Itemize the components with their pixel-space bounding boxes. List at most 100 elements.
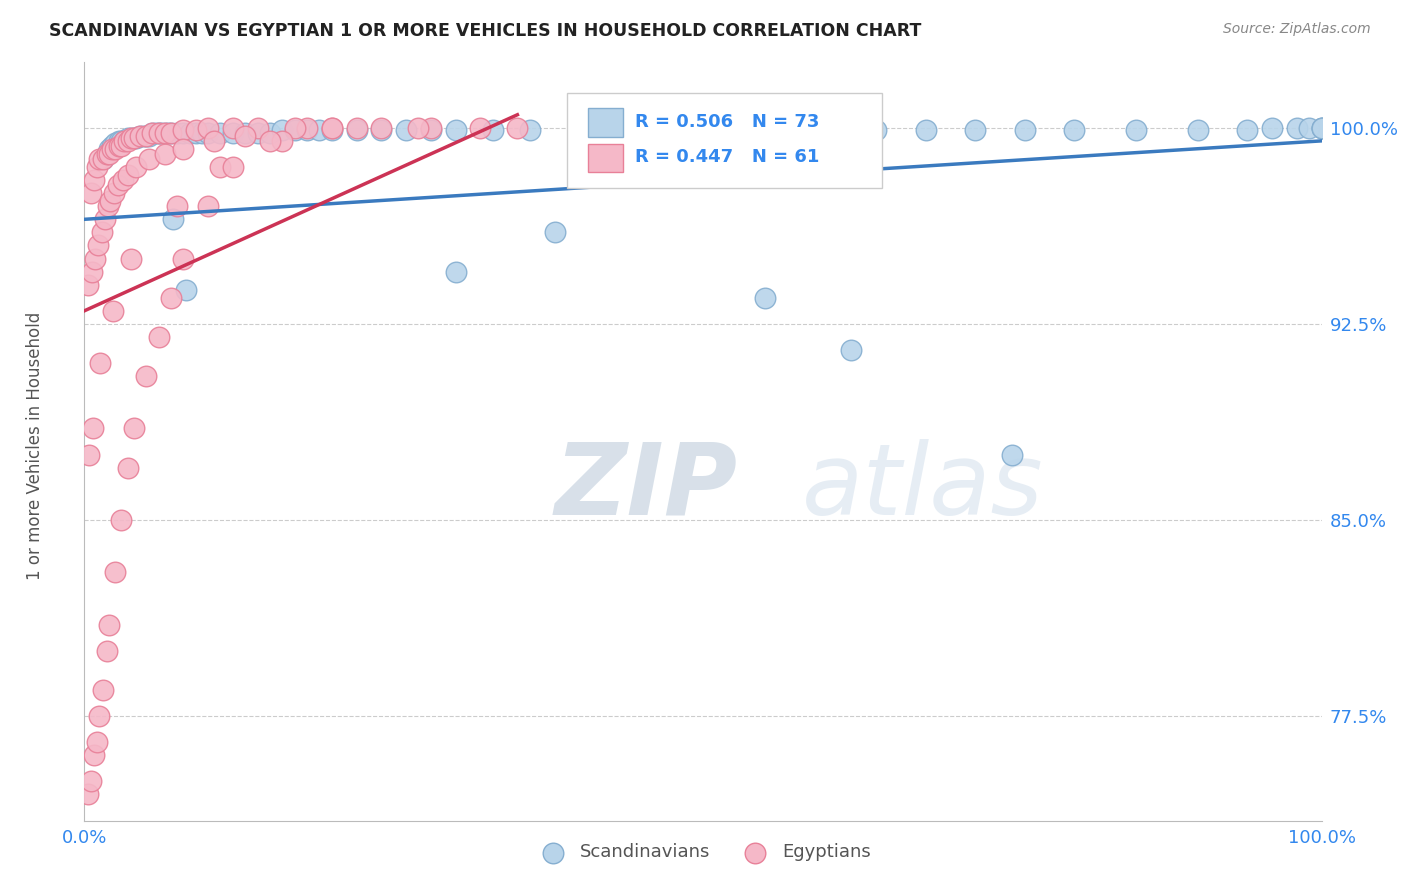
Point (98, 147, 121, 161)
Point (96, 147, 118, 161)
Point (98, 194, 121, 208)
Point (184, 126, 207, 140)
Point (444, 123, 467, 137)
Point (321, 123, 343, 137)
Point (117, 460, 139, 475)
Point (284, 123, 307, 137)
Point (754, 291, 776, 305)
Point (141, 126, 163, 140)
Point (117, 168, 139, 182)
Point (197, 126, 219, 140)
Text: Source: ZipAtlas.com: Source: ZipAtlas.com (1223, 22, 1371, 37)
Point (108, 139, 131, 153)
Text: atlas: atlas (801, 439, 1043, 535)
Text: SCANDINAVIAN VS EGYPTIAN 1 OR MORE VEHICLES IN HOUSEHOLD CORRELATION CHART: SCANDINAVIAN VS EGYPTIAN 1 OR MORE VEHIC… (49, 22, 921, 40)
Point (370, 123, 392, 137)
Point (148, 126, 170, 140)
Point (83, 173, 105, 187)
Point (79, 774, 101, 789)
Point (1014, 123, 1036, 137)
Point (150, 126, 173, 140)
Point (86, 735, 108, 749)
Point (408, 120, 430, 135)
Point (141, 126, 163, 140)
Point (120, 131, 142, 145)
Point (209, 160, 232, 174)
Point (172, 123, 194, 137)
Point (172, 142, 194, 156)
Point (153, 126, 176, 140)
Point (1310, 120, 1333, 135)
Point (346, 123, 368, 137)
Point (89, 152, 111, 166)
Point (444, 264, 467, 278)
Point (160, 126, 183, 140)
Point (138, 128, 160, 143)
Text: R = 0.447   N = 61: R = 0.447 N = 61 (636, 148, 820, 166)
Point (321, 120, 343, 135)
Point (370, 120, 392, 135)
Point (419, 123, 441, 137)
Point (1298, 120, 1320, 135)
Point (91, 682, 114, 697)
Point (91, 152, 114, 166)
Point (271, 123, 294, 137)
Point (100, 139, 122, 153)
Point (222, 120, 245, 135)
Point (1310, 120, 1333, 135)
Point (89, 709, 111, 723)
Point (222, 160, 245, 174)
Point (841, 343, 863, 357)
Point (101, 303, 124, 318)
Point (108, 134, 131, 148)
Point (481, 123, 503, 137)
Point (120, 131, 142, 145)
Point (1125, 123, 1147, 137)
Point (125, 160, 148, 174)
Point (914, 123, 936, 137)
Point (321, 120, 343, 135)
Point (1063, 123, 1085, 137)
Point (1187, 123, 1209, 137)
Point (122, 131, 145, 145)
Point (120, 252, 142, 266)
Point (122, 421, 145, 435)
Point (233, 126, 256, 140)
Point (77, 788, 100, 802)
Point (111, 173, 134, 187)
Point (1285, 120, 1308, 135)
Point (179, 126, 201, 140)
Point (470, 120, 492, 135)
Point (166, 126, 188, 140)
Point (419, 120, 441, 135)
Point (153, 126, 176, 140)
Point (172, 252, 194, 266)
Legend: Scandinavians, Egyptians: Scandinavians, Egyptians (527, 836, 879, 869)
Point (129, 128, 152, 143)
Point (86, 160, 108, 174)
Point (157, 126, 180, 140)
Point (96, 643, 118, 657)
Point (246, 120, 269, 135)
Text: R = 0.506   N = 73: R = 0.506 N = 73 (636, 112, 820, 130)
Point (259, 134, 281, 148)
FancyBboxPatch shape (588, 144, 623, 172)
Point (233, 128, 256, 143)
Point (191, 126, 214, 140)
Point (87, 238, 110, 252)
Point (172, 126, 194, 140)
Point (617, 123, 640, 137)
Point (965, 123, 987, 137)
Point (138, 152, 160, 166)
Point (112, 134, 135, 148)
Point (83, 748, 105, 763)
Point (395, 123, 418, 137)
Point (103, 186, 125, 201)
Point (202, 134, 225, 148)
Point (166, 199, 188, 213)
Point (112, 134, 135, 148)
Point (184, 123, 207, 137)
Point (91, 152, 114, 166)
Point (1236, 123, 1258, 137)
Point (222, 126, 245, 140)
